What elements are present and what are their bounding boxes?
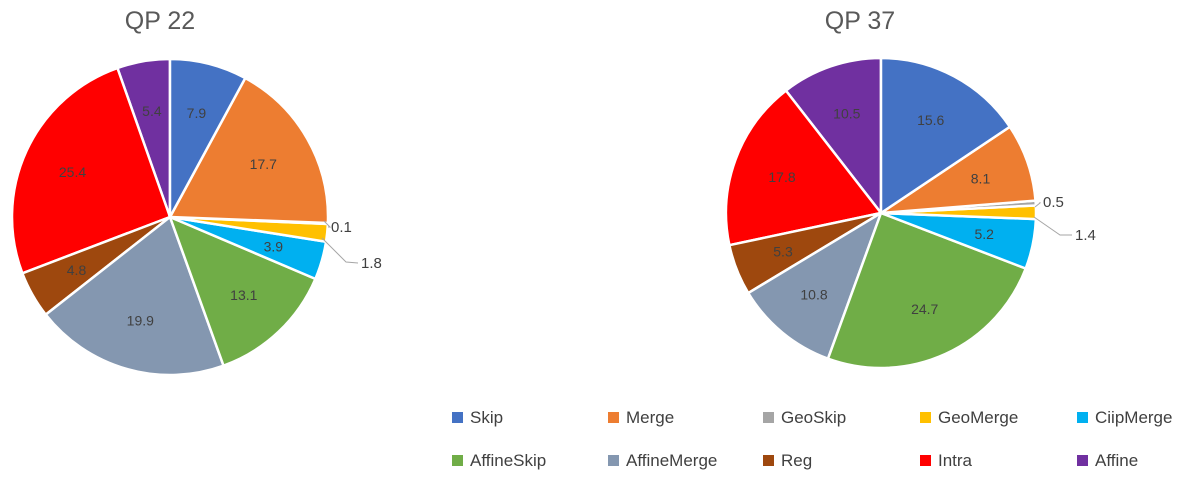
legend-swatch-reg bbox=[763, 455, 774, 466]
data-label-qp37-affine: 10.5 bbox=[833, 105, 860, 121]
legend-label-skip: Skip bbox=[470, 408, 503, 427]
data-label-qp37-affineskip: 24.7 bbox=[911, 301, 938, 317]
leader-line-qp22-geomerge bbox=[321, 237, 359, 264]
data-label-qp22-affine: 5.4 bbox=[142, 103, 162, 119]
data-label-qp22-geoskip: 0.1 bbox=[331, 219, 352, 236]
legend-label-geoskip: GeoSkip bbox=[781, 408, 846, 427]
legend-label-ciipmerge: CiipMerge bbox=[1095, 408, 1172, 427]
legend-label-affine: Affine bbox=[1095, 451, 1138, 470]
pie-slice-qp37-skip bbox=[879, 56, 1012, 216]
data-label-qp37-skip: 15.6 bbox=[917, 112, 944, 128]
data-label-qp37-intra: 17.8 bbox=[768, 169, 795, 185]
data-label-qp22-affineskip: 13.1 bbox=[230, 287, 257, 303]
chart-title-qp22: QP 22 bbox=[125, 7, 195, 35]
pie-chart-qp22: QP 22 7.9 17.7 0.1 1.8 3.9 13.1 19.9 4.8 25.4 5.4 bbox=[10, 7, 382, 377]
data-label-qp22-merge: 17.7 bbox=[250, 156, 277, 172]
data-label-qp22-affinemerge: 19.9 bbox=[127, 312, 154, 328]
legend-label-affinemerge: AffineMerge bbox=[626, 451, 717, 470]
pie-slice-qp37-affinemerge bbox=[746, 210, 884, 361]
pie-slice-qp22-merge bbox=[167, 76, 330, 225]
legend-swatch-geomerge bbox=[920, 412, 931, 423]
legend-swatch-ciipmerge bbox=[1077, 412, 1088, 423]
pie-slice-qp22-affineskip bbox=[167, 214, 318, 368]
data-label-qp22-geomerge: 1.8 bbox=[361, 255, 382, 272]
legend-label-intra: Intra bbox=[938, 451, 973, 470]
legend-swatch-affineskip bbox=[452, 455, 463, 466]
pie-slice-qp22-intra bbox=[10, 66, 172, 275]
data-label-qp37-geomerge: 1.4 bbox=[1075, 227, 1096, 244]
data-label-qp37-reg: 5.3 bbox=[773, 244, 793, 260]
legend-swatch-merge bbox=[608, 412, 619, 423]
data-label-qp22-ciipmerge: 3.9 bbox=[264, 239, 284, 255]
legend-label-reg: Reg bbox=[781, 451, 812, 470]
legend-swatch-affinemerge bbox=[608, 455, 619, 466]
legend-label-affineskip: AffineSkip bbox=[470, 451, 546, 470]
data-label-qp37-merge: 8.1 bbox=[971, 170, 991, 186]
data-label-qp22-reg: 4.8 bbox=[67, 262, 87, 278]
leader-line-qp37-geoskip bbox=[1034, 202, 1041, 208]
pie-slice-qp37-affine bbox=[784, 56, 883, 217]
leader-line-qp37-geomerge bbox=[1033, 216, 1072, 236]
data-label-qp37-affinemerge: 10.8 bbox=[800, 286, 827, 302]
data-label-qp22-skip: 7.9 bbox=[187, 105, 207, 121]
pie-slice-qp37-affineskip bbox=[826, 211, 1028, 370]
data-label-qp37-geoskip: 0.5 bbox=[1043, 194, 1064, 211]
data-label-qp37-ciipmerge: 5.2 bbox=[974, 226, 994, 242]
legend-label-geomerge: GeoMerge bbox=[938, 408, 1018, 427]
legend-swatch-geoskip bbox=[763, 412, 774, 423]
pie-slice-qp22-skip bbox=[168, 57, 247, 218]
legend: Skip Merge GeoSkip GeoMerge CiipMerge AffineS… bbox=[452, 408, 1172, 470]
pie-chart-qp37: QP 37 15.6 8.1 0.5 1.4 5.2 24.7 10.8 5.3 17.8 10.… bbox=[724, 7, 1096, 370]
legend-swatch-intra bbox=[920, 455, 931, 466]
leader-line-qp22-geoskip bbox=[323, 220, 332, 228]
chart-title-qp37: QP 37 bbox=[825, 7, 895, 35]
legend-swatch-affine bbox=[1077, 455, 1088, 466]
data-label-qp22-intra: 25.4 bbox=[59, 164, 86, 180]
pie-slice-qp22-affinemerge bbox=[44, 214, 226, 377]
legend-label-merge: Merge bbox=[626, 408, 674, 427]
pie-slice-qp37-intra bbox=[724, 88, 884, 247]
legend-swatch-skip bbox=[452, 412, 463, 423]
